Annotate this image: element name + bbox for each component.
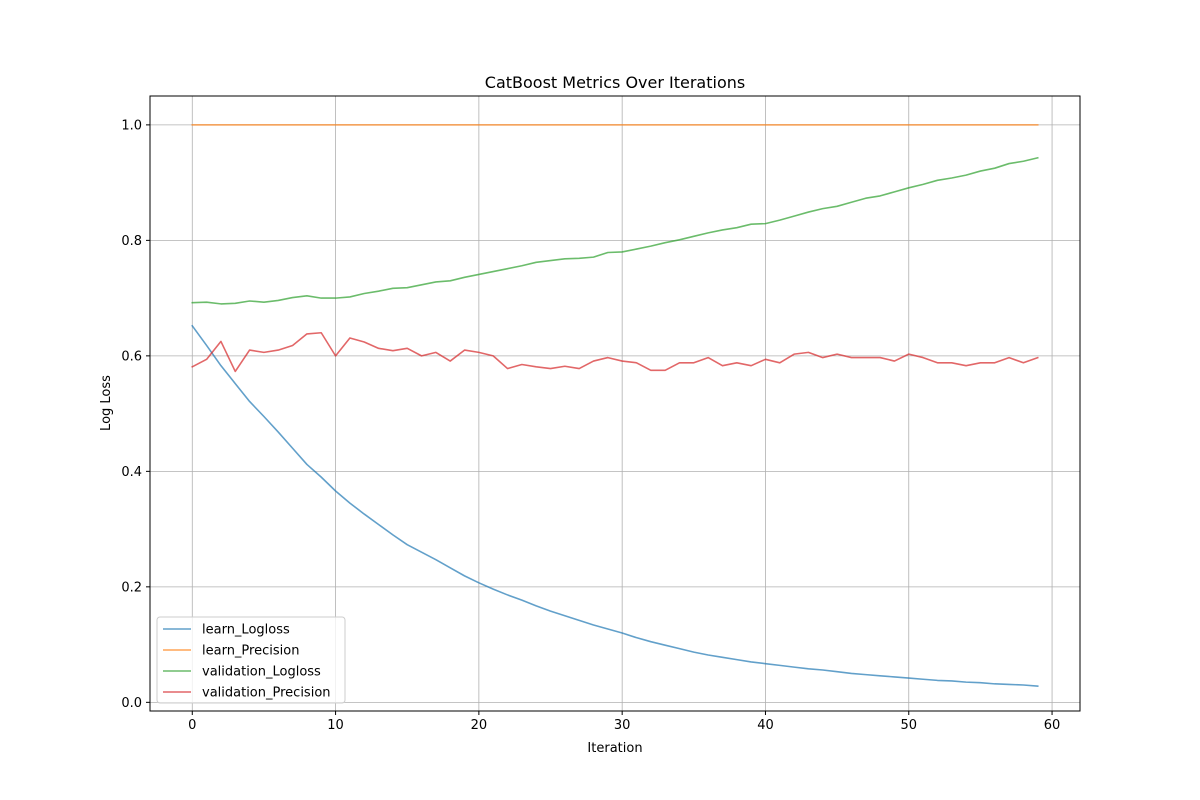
series-lines: [191, 124, 1039, 688]
x-tick-label: 50: [900, 718, 917, 733]
y-tick-label: 0.8: [121, 234, 142, 249]
y-axis-title: Log Loss: [99, 375, 114, 431]
legend-label: validation_Precision: [202, 686, 331, 701]
x-tick-label: 60: [1044, 718, 1061, 733]
y-tick-label: 0.4: [121, 465, 142, 480]
chart-title: CatBoost Metrics Over Iterations: [485, 73, 745, 92]
y-tick-label: 0.2: [121, 580, 142, 595]
series-line-validation-logloss: [191, 156, 1039, 305]
legend-box: [156, 616, 346, 704]
y-tick-label: 0.0: [121, 696, 142, 711]
legend-label: learn_Precision: [202, 644, 299, 659]
x-tick-label: 20: [471, 718, 488, 733]
legend-label: validation_Logloss: [202, 665, 321, 680]
plot-frame: [149, 95, 1081, 712]
y-tick-label: 0.6: [121, 349, 142, 364]
x-tick-label: 10: [327, 718, 344, 733]
x-tick-label: 0: [188, 718, 196, 733]
x-tick-label: 40: [757, 718, 774, 733]
legend: learn_Logloss learn_Precision validation_L…: [156, 616, 346, 704]
series-line-validation-precision: [191, 331, 1039, 373]
series-line-learn-logloss: [191, 324, 1039, 688]
y-axis-ticks: 0.0 0.2 0.4 0.6 0.8 1.0: [121, 118, 150, 711]
y-tick-label: 1.0: [121, 118, 142, 133]
x-axis-title: Iteration: [587, 741, 642, 756]
x-axis-ticks: 0 10 20 30 40 50 60: [188, 711, 1060, 733]
legend-label: learn_Logloss: [202, 623, 290, 638]
x-tick-label: 30: [614, 718, 631, 733]
